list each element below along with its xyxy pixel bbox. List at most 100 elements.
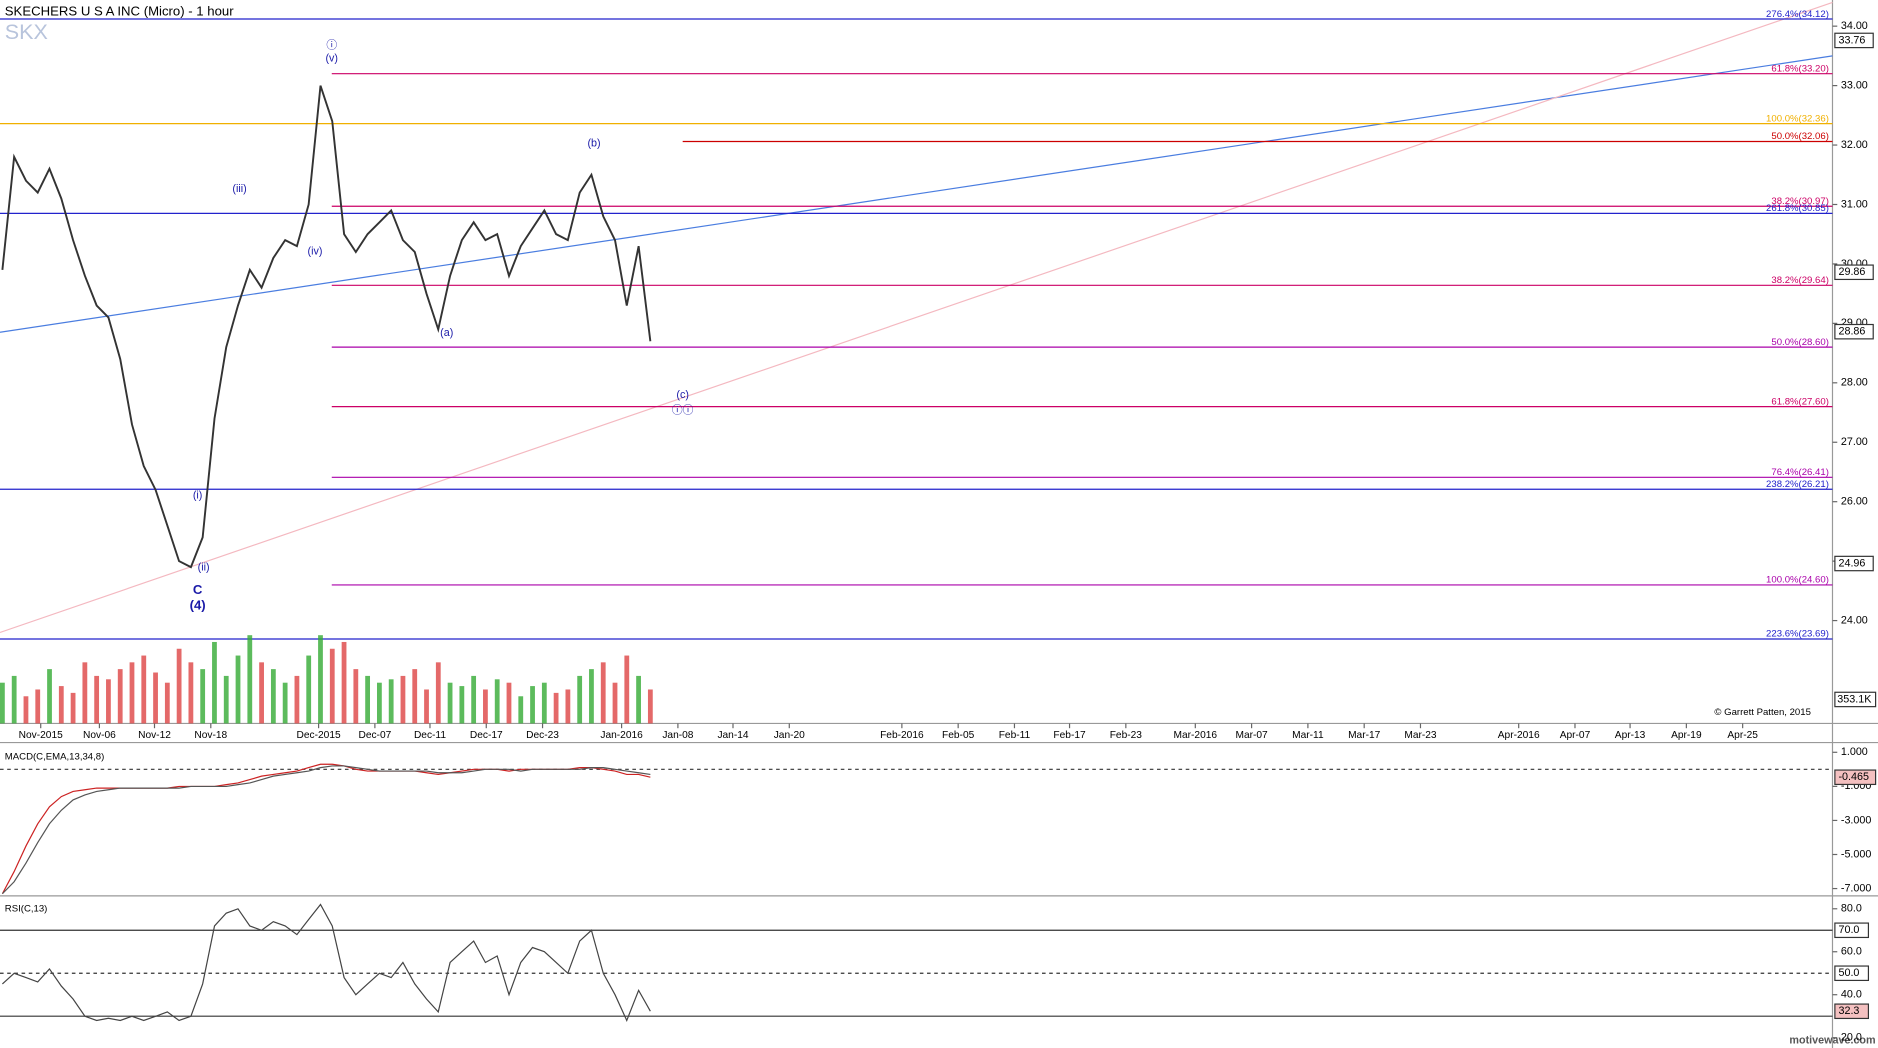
price-marker-box xyxy=(1834,32,1874,49)
volume-bar xyxy=(212,641,217,724)
volume-bar xyxy=(624,655,630,724)
volume-bar xyxy=(0,682,5,724)
volume-bar xyxy=(589,669,594,724)
x-tick-label: Jan-20 xyxy=(774,730,805,741)
trendline xyxy=(0,1,1833,634)
x-tick-label: Feb-05 xyxy=(942,730,975,741)
y-tick-label: 80.0 xyxy=(1841,903,1862,915)
y-tick-label: 40.0 xyxy=(1841,989,1862,1001)
fib-label: 100.0%(32.36) xyxy=(1766,113,1829,124)
volume-bar xyxy=(412,669,418,724)
rsi-level-box xyxy=(1834,965,1870,982)
x-tick-label: Apr-07 xyxy=(1560,730,1591,741)
symbol-watermark: SKX xyxy=(5,19,48,44)
price-marker-box xyxy=(1834,264,1874,281)
volume-bar xyxy=(259,662,264,724)
volume-bar xyxy=(247,635,253,724)
wave-label: (v) xyxy=(325,53,338,65)
copyright: © Garrett Patten, 2015 xyxy=(1714,707,1811,718)
volume-bar xyxy=(141,655,147,724)
y-tick-label: -3.000 xyxy=(1841,814,1872,826)
volume-bar xyxy=(388,679,394,724)
y-tick-label: 33.00 xyxy=(1841,79,1868,91)
fib-label: 223.6%(23.69) xyxy=(1766,629,1829,640)
price-marker: 29.86 xyxy=(1838,266,1865,278)
price-marker-box xyxy=(1834,323,1874,340)
x-tick-label: Jan-2016 xyxy=(600,730,643,741)
y-tick-label: -7.000 xyxy=(1841,882,1872,894)
x-tick-label: Mar-11 xyxy=(1292,730,1324,741)
macd-marker: -0.465 xyxy=(1838,771,1869,783)
volume-bar xyxy=(35,689,41,724)
y-tick-label: 27.00 xyxy=(1841,436,1868,448)
volume-bar xyxy=(176,648,182,724)
y-tick-label: 24.00 xyxy=(1841,614,1868,626)
macd-marker-box xyxy=(1834,769,1877,786)
wave-label: ⓘ xyxy=(326,39,337,51)
volume-bar xyxy=(294,675,300,724)
volume-bar xyxy=(565,689,571,724)
x-tick-label: Nov-2015 xyxy=(19,730,63,741)
chart-title: SKECHERS U S A INC (Micro) - 1 hour xyxy=(5,3,234,18)
volume-bar xyxy=(459,686,465,724)
x-tick-label: Mar-07 xyxy=(1235,730,1268,741)
volume-bar xyxy=(365,675,371,724)
x-tick-label: Nov-12 xyxy=(138,730,171,741)
y-tick-label: 26.00 xyxy=(1841,496,1868,508)
volume-bar xyxy=(600,662,606,724)
volume-bar xyxy=(153,672,158,724)
volume-bar xyxy=(188,662,194,724)
volume-bar xyxy=(235,655,241,724)
fib-label: 38.2%(29.64) xyxy=(1771,275,1829,286)
volume-bar xyxy=(11,675,17,724)
x-tick-label: Dec-17 xyxy=(470,730,503,741)
wave-label: (iii) xyxy=(232,183,246,195)
x-tick-label: Jan-08 xyxy=(662,730,693,741)
price-marker: 33.76 xyxy=(1838,34,1865,46)
x-tick-label: Apr-19 xyxy=(1671,730,1702,741)
wave-label: (4) xyxy=(190,598,206,613)
wave-label: (iv) xyxy=(308,245,323,257)
volume-bar xyxy=(541,682,547,724)
fib-label: 261.8%(30.85) xyxy=(1766,203,1829,214)
volume-bar xyxy=(341,641,347,724)
volume-bar xyxy=(223,675,229,724)
x-tick-label: Apr-25 xyxy=(1727,730,1758,741)
y-tick-label: 28.00 xyxy=(1841,377,1868,389)
y-tick-label: 32.00 xyxy=(1841,139,1868,151)
y-tick-label: 20.0 xyxy=(1841,1032,1862,1044)
rsi-level-box xyxy=(1834,922,1870,939)
x-tick-label: Jan-14 xyxy=(717,730,748,741)
volume-bar xyxy=(318,635,323,724)
volume-marker: 353.1K xyxy=(1837,693,1872,705)
rsi-line xyxy=(1,903,651,1022)
volume-bar xyxy=(577,675,583,724)
volume-bar xyxy=(306,655,312,724)
volume-bar xyxy=(612,682,618,724)
price-marker-box xyxy=(1834,555,1874,572)
volume-bar xyxy=(518,696,524,724)
trendline xyxy=(0,55,1833,333)
volume-bar xyxy=(636,675,641,724)
x-tick-label: Feb-11 xyxy=(999,730,1031,741)
wave-label: C xyxy=(193,582,203,597)
volume-bar xyxy=(530,686,535,724)
volume-bar xyxy=(282,682,288,724)
rsi-level-label: 70.0 xyxy=(1838,924,1859,936)
fib-label: 238.2%(26.21) xyxy=(1766,479,1829,490)
fib-label: 76.4%(26.41) xyxy=(1771,467,1829,478)
volume-bar xyxy=(376,682,382,724)
x-tick-label: Apr-13 xyxy=(1615,730,1646,741)
volume-bar xyxy=(424,689,429,724)
volume-bar xyxy=(400,675,406,724)
macd-title: MACD(C,EMA,13,34,8) xyxy=(5,751,105,762)
x-tick-label: Mar-2016 xyxy=(1174,730,1218,741)
volume-bar xyxy=(117,669,123,724)
fib-label: 50.0%(32.06) xyxy=(1771,131,1829,142)
volume-bar xyxy=(483,689,488,724)
volume-bar xyxy=(106,679,111,724)
volume-bar xyxy=(94,675,100,724)
rsi-title: RSI(C,13) xyxy=(5,904,48,915)
